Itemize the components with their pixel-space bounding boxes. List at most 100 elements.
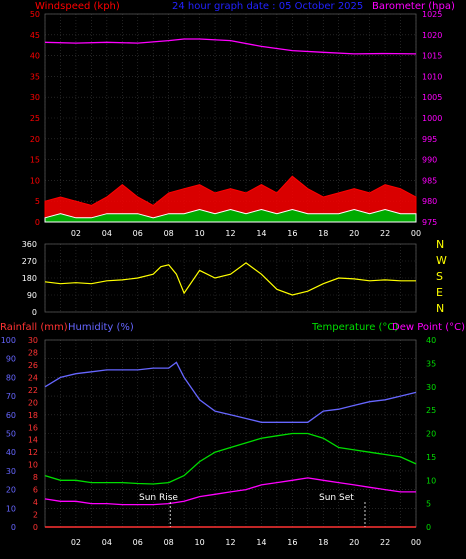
y-tick-label-humidity: 10 <box>6 504 16 513</box>
y-tick-label-rainfall: 10 <box>28 461 38 470</box>
y-tick-label-rainfall: 8 <box>33 473 38 482</box>
x-tick-label: 18 <box>318 229 328 238</box>
y-tick-label-humidity: 0 <box>11 523 16 532</box>
y-tick-label-rainfall: 0 <box>33 523 38 532</box>
x-tick-label: 00 <box>411 538 421 547</box>
x-tick-label: 16 <box>287 538 297 547</box>
x-tick-label: 10 <box>194 538 204 547</box>
plot-frame <box>44 243 417 313</box>
x-tick-label: 16 <box>287 229 297 238</box>
x-tick-label: 14 <box>256 229 266 238</box>
x-tick-label: 06 <box>133 538 143 547</box>
x-tick-label: 22 <box>380 538 390 547</box>
y-tick-label-rainfall: 24 <box>28 373 38 382</box>
y-tick-label-wind: 50 <box>30 10 40 19</box>
y-tick-label-temperature: 10 <box>426 476 436 485</box>
sunrise-label: Sun Rise <box>139 493 178 503</box>
average-wind-series <box>44 208 417 223</box>
y-tick-label-rainfall: 14 <box>28 436 38 445</box>
humidity-series <box>44 361 417 423</box>
graph-title: 24 hour graph date : 05 October 2025 <box>172 1 363 12</box>
y-tick-label-humidity: 30 <box>6 467 16 476</box>
x-tick-label: 02 <box>71 538 81 547</box>
y-tick-label-rainfall: 2 <box>33 511 38 520</box>
y-tick-label-rainfall: 6 <box>33 486 38 495</box>
compass-e: E <box>436 286 443 299</box>
y-tick-label-wind: 5 <box>35 197 40 206</box>
y-tick-label-barometer: 990 <box>422 156 437 165</box>
y-tick-label-wind: 20 <box>30 135 40 144</box>
y-tick-label-wind: 10 <box>30 176 40 185</box>
x-tick-label: 14 <box>256 538 266 547</box>
y-tick-label-barometer: 985 <box>422 176 437 185</box>
y-tick-label-humidity: 80 <box>6 373 16 382</box>
y-tick-label-humidity: 90 <box>6 355 16 364</box>
y-tick-label-temperature: 40 <box>426 336 436 345</box>
y-tick-label-humidity: 20 <box>6 486 16 495</box>
y-tick-label-temperature: 25 <box>426 406 436 415</box>
y-tick-label-wind: 40 <box>30 52 40 61</box>
wind-barometer-panel: 0510152025303540455097598098599099510001… <box>30 10 443 238</box>
y-tick-label-humidity: 70 <box>6 392 16 401</box>
y-tick-label-temperature: 35 <box>426 359 436 368</box>
y-tick-label-rainfall: 28 <box>28 348 38 357</box>
temperature-label: Temperature (°C) <box>311 322 398 333</box>
y-tick-label-wind: 15 <box>30 156 40 165</box>
windspeed-label: Windspeed (kph) <box>35 1 120 12</box>
barometer-label: Barometer (hpa) <box>372 1 455 12</box>
y-tick-label-rainfall: 20 <box>28 398 38 407</box>
y-tick-label-barometer: 1020 <box>422 31 442 40</box>
x-tick-label: 08 <box>164 538 174 547</box>
x-tick-label: 12 <box>225 538 235 547</box>
compass-w: W <box>436 254 447 267</box>
y-tick-label-direction: 0 <box>32 308 37 317</box>
y-tick-label-barometer: 975 <box>422 218 437 227</box>
y-tick-label-humidity: 40 <box>6 448 16 457</box>
wind-direction-panel: 0 90 180 270 360 <box>22 240 417 317</box>
x-tick-label: 20 <box>349 538 359 547</box>
y-tick-label-rainfall: 16 <box>28 423 38 432</box>
y-tick-label-temperature: 5 <box>426 500 431 509</box>
compass-n-bottom: N <box>436 302 444 315</box>
x-tick-label: 20 <box>349 229 359 238</box>
y-tick-label-barometer: 995 <box>422 135 437 144</box>
compass-n-top: N <box>436 238 444 251</box>
y-tick-label-direction: 270 <box>22 257 37 266</box>
y-tick-label-wind: 45 <box>30 31 40 40</box>
y-tick-label-barometer: 980 <box>422 197 437 206</box>
y-tick-label-humidity: 50 <box>6 430 16 439</box>
y-tick-label-direction: 90 <box>27 291 37 300</box>
y-tick-label-barometer: 1005 <box>422 93 442 102</box>
y-tick-label-direction: 360 <box>22 240 37 249</box>
y-tick-label-barometer: 1010 <box>422 72 442 81</box>
x-tick-label: 08 <box>164 229 174 238</box>
compass-s: S <box>436 270 443 283</box>
y-tick-label-direction: 180 <box>22 274 37 283</box>
y-tick-label-barometer: 1015 <box>422 52 442 61</box>
y-tick-label-wind: 35 <box>30 72 40 81</box>
y-tick-label-temperature: 30 <box>426 383 436 392</box>
barometer-series <box>44 38 417 55</box>
y-tick-label-rainfall: 30 <box>28 336 38 345</box>
y-tick-label-wind: 0 <box>35 218 40 227</box>
x-tick-label: 02 <box>71 229 81 238</box>
y-tick-label-humidity: 60 <box>6 411 16 420</box>
y-tick-label-rainfall: 4 <box>33 498 38 507</box>
y-tick-label-rainfall: 26 <box>28 361 38 370</box>
rainfall-label: Rainfall (mm) <box>0 322 68 333</box>
x-tick-label: 04 <box>102 538 112 547</box>
y-tick-label-barometer: 1000 <box>422 114 442 123</box>
temperature-series <box>44 432 417 485</box>
y-tick-label-temperature: 20 <box>426 430 436 439</box>
y-tick-label-barometer: 1025 <box>422 10 442 19</box>
y-tick-label-temperature: 0 <box>426 523 431 532</box>
x-tick-label: 22 <box>380 229 390 238</box>
x-tick-label: 12 <box>225 229 235 238</box>
x-tick-label: 10 <box>194 229 204 238</box>
y-tick-label-wind: 25 <box>30 114 40 123</box>
x-tick-label: 06 <box>133 229 143 238</box>
y-tick-label-temperature: 15 <box>426 453 436 462</box>
temp-humidity-panel: 0102030405060708090100024681012141618202… <box>1 336 436 547</box>
